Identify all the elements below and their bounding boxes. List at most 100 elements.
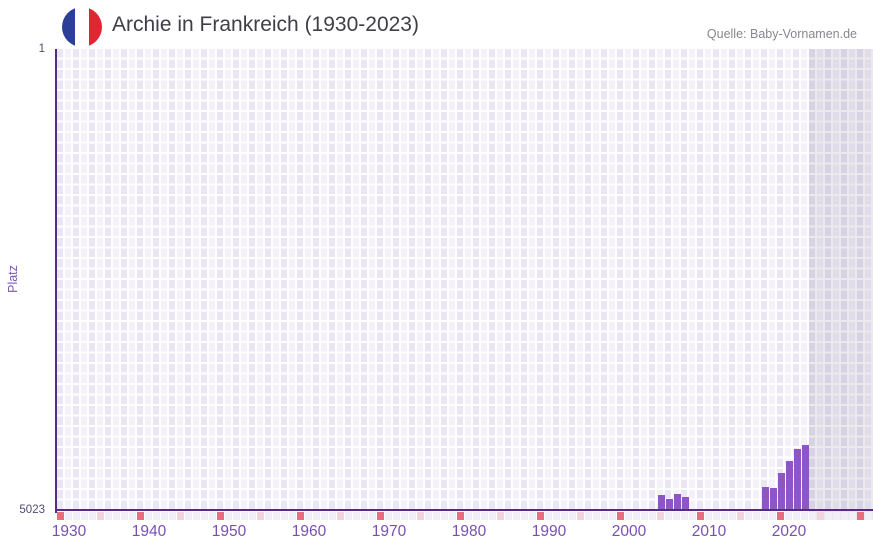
year-mark-cell (81, 512, 88, 520)
decade-mark (297, 512, 304, 520)
grid-rows-overlay (57, 49, 873, 510)
year-mark-cell (801, 512, 808, 520)
y-axis-title: Platz (6, 265, 20, 293)
year-mark-cell (513, 512, 520, 520)
year-mark-cell (113, 512, 120, 520)
year-mark-cell (241, 512, 248, 520)
decade-mark (537, 512, 544, 520)
year-mark-cell (689, 512, 696, 520)
year-mark-cell (289, 512, 296, 520)
rank-bar-2021[interactable] (793, 449, 801, 510)
year-mark-cell (865, 512, 872, 520)
year-mark-cell (849, 512, 856, 520)
year-mark-cell (473, 512, 480, 520)
mid-decade-mark (257, 512, 264, 520)
rank-bar-2004[interactable] (657, 495, 665, 510)
chart-plot-area (57, 49, 873, 510)
year-mark-cell (449, 512, 456, 520)
year-mark-cell (841, 512, 848, 520)
flag-stripe-blue (62, 7, 75, 47)
year-mark-cell (785, 512, 792, 520)
year-mark-cell (161, 512, 168, 520)
mid-decade-mark (577, 512, 584, 520)
mid-decade-mark (737, 512, 744, 520)
year-mark-cell (401, 512, 408, 520)
year-mark-cell (441, 512, 448, 520)
year-mark-cell (105, 512, 112, 520)
year-mark-cell (673, 512, 680, 520)
rank-bar-2007[interactable] (681, 496, 689, 510)
year-mark-cell (481, 512, 488, 520)
year-mark-cell (553, 512, 560, 520)
year-mark-cell (545, 512, 552, 520)
mid-decade-mark (817, 512, 824, 520)
year-mark-cell (425, 512, 432, 520)
x-axis-line (55, 509, 873, 511)
year-mark-cell (705, 512, 712, 520)
y-axis-line (55, 49, 57, 513)
flag-stripe-red (89, 7, 102, 47)
year-mark-cell (321, 512, 328, 520)
x-tick-label: 1990 (531, 523, 567, 540)
year-mark-cell (593, 512, 600, 520)
mid-decade-mark (657, 512, 664, 520)
decade-mark (217, 512, 224, 520)
rank-bar-2022[interactable] (801, 445, 809, 510)
year-mark-cell (769, 512, 776, 520)
year-mark-cell (625, 512, 632, 520)
year-mark-cell (393, 512, 400, 520)
decade-mark (857, 512, 864, 520)
year-mark-cell (273, 512, 280, 520)
rank-bar-2019[interactable] (777, 473, 785, 510)
year-mark-cell (721, 512, 728, 520)
decade-mark (617, 512, 624, 520)
year-mark-cell (153, 512, 160, 520)
year-mark-cell (641, 512, 648, 520)
year-mark-cell (209, 512, 216, 520)
year-mark-cell (249, 512, 256, 520)
decade-mark (377, 512, 384, 520)
year-mark-cell (681, 512, 688, 520)
flag-stripe-white (75, 7, 89, 47)
rank-bar-2018[interactable] (769, 488, 777, 510)
rank-bar-2006[interactable] (673, 494, 681, 510)
rank-bar-2005[interactable] (665, 499, 673, 510)
year-mark-cell (561, 512, 568, 520)
year-mark-cell (193, 512, 200, 520)
year-mark-cell (809, 512, 816, 520)
year-mark-cell (329, 512, 336, 520)
rank-bar-2020[interactable] (785, 461, 793, 510)
year-mark-cell (753, 512, 760, 520)
rank-bar-2017[interactable] (761, 487, 769, 510)
x-tick-label: 2020 (771, 523, 807, 540)
france-flag-icon (62, 7, 102, 47)
year-mark-cell (601, 512, 608, 520)
year-mark-cell (489, 512, 496, 520)
year-mark-cell (569, 512, 576, 520)
year-mark-cell (729, 512, 736, 520)
year-mark-cell (465, 512, 472, 520)
x-tick-label: 2010 (691, 523, 727, 540)
x-tick-label: 1940 (131, 523, 167, 540)
year-mark-cell (265, 512, 272, 520)
year-mark-cell (825, 512, 832, 520)
year-mark-cell (745, 512, 752, 520)
year-mark-cell (385, 512, 392, 520)
year-mark-cell (633, 512, 640, 520)
year-mark-cell (313, 512, 320, 520)
mid-decade-mark (177, 512, 184, 520)
decade-mark (697, 512, 704, 520)
x-tick-label: 1950 (211, 523, 247, 540)
year-mark-cell (345, 512, 352, 520)
year-mark-cell (369, 512, 376, 520)
year-mark-cell (793, 512, 800, 520)
year-mark-cell (185, 512, 192, 520)
year-mark-cell (521, 512, 528, 520)
decade-mark (137, 512, 144, 520)
year-mark-cell (65, 512, 72, 520)
year-mark-cell (833, 512, 840, 520)
mid-decade-mark (417, 512, 424, 520)
year-mark-cell (529, 512, 536, 520)
year-mark-cell (649, 512, 656, 520)
year-mark-cell (609, 512, 616, 520)
